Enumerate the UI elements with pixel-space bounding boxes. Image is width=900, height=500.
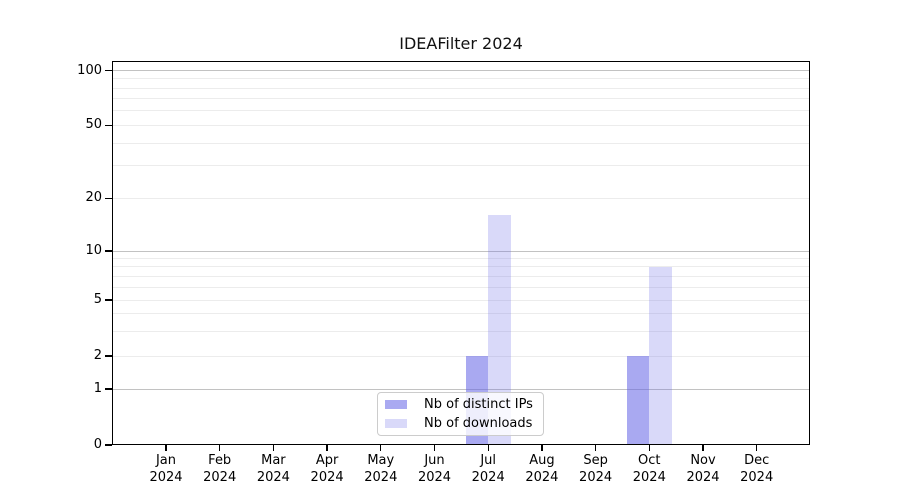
legend-item-downloads: Nb of downloads	[385, 415, 535, 432]
gridline-1	[112, 388, 810, 390]
x-tick-mar	[272, 445, 275, 451]
y-tick-0	[105, 444, 112, 446]
x-tick-label-aug: Aug 2024	[525, 453, 559, 485]
bar-oct-distinct-ips	[626, 356, 650, 445]
y-tick-2	[105, 355, 112, 357]
x-tick-dec	[756, 445, 758, 451]
y-tick-1	[105, 388, 112, 390]
chart-title: IDEAFilter 2024	[399, 34, 523, 53]
x-tick-jul	[487, 445, 489, 451]
legend-swatch-downloads	[385, 418, 407, 428]
gridline-40	[112, 142, 810, 144]
x-tick-sep	[594, 445, 597, 451]
x-tick-nov	[702, 445, 704, 451]
x-tick-label-sep: Sep 2024	[579, 453, 613, 485]
x-tick-feb	[219, 445, 221, 451]
y-tick-100	[105, 70, 112, 72]
gridline-50	[112, 124, 810, 126]
gridline-60	[112, 110, 810, 112]
plot-area	[112, 61, 810, 445]
x-tick-label-jan: Jan 2024	[149, 453, 183, 485]
x-tick-label-oct: Oct 2024	[632, 453, 666, 485]
legend-label-downloads: Nb of downloads	[424, 415, 533, 431]
gridline-80	[112, 87, 810, 89]
x-tick-label-apr: Apr 2024	[310, 453, 344, 485]
x-tick-label-dec: Dec 2024	[740, 453, 774, 485]
y-tick-label-10: 10	[85, 243, 102, 258]
y-tick-label-5: 5	[93, 292, 102, 307]
gridline-4	[112, 313, 810, 315]
y-tick-50	[105, 124, 112, 126]
y-tick-10	[105, 250, 112, 252]
gridline-2	[112, 355, 810, 357]
y-tick-label-50: 50	[85, 117, 102, 133]
y-tick-20	[105, 197, 112, 199]
x-tick-label-jun: Jun 2024	[417, 453, 452, 485]
legend-item-distinct-ips: Nb of distinct IPs	[385, 396, 535, 413]
gridline-9	[112, 257, 810, 259]
bar-oct-downloads	[649, 266, 672, 445]
y-tick-label-0: 0	[93, 437, 102, 452]
gridline-90	[112, 78, 810, 80]
gridline-10	[112, 250, 810, 252]
gridline-100	[112, 70, 810, 72]
x-tick-jan	[165, 445, 167, 451]
gridline-3	[112, 330, 810, 332]
y-tick-label-100: 100	[77, 62, 102, 78]
x-tick-label-feb: Feb 2024	[203, 453, 237, 485]
x-tick-label-nov: Nov 2024	[686, 453, 720, 485]
x-tick-aug	[541, 445, 543, 451]
x-tick-label-may: May 2024	[364, 453, 398, 485]
y-tick-label-20: 20	[85, 190, 102, 206]
x-tick-label-jul: Jul 2024	[471, 453, 505, 485]
gridline-30	[112, 165, 810, 167]
gridline-5	[112, 299, 810, 301]
gridline-20	[112, 197, 810, 199]
gridline-7	[112, 275, 810, 277]
y-tick-label-1: 1	[93, 381, 102, 396]
y-tick-label-2: 2	[93, 348, 102, 363]
gridline-70	[112, 98, 810, 100]
bar-jul-downloads	[488, 215, 511, 445]
legend-swatch-distinct-ips	[385, 400, 407, 410]
x-tick-label-mar: Mar 2024	[256, 453, 290, 485]
x-tick-oct	[648, 445, 650, 451]
x-tick-apr	[326, 445, 328, 451]
bars-layer	[112, 61, 810, 445]
x-tick-jun	[433, 445, 436, 451]
y-tick-5	[105, 299, 112, 301]
grid-layer	[112, 61, 810, 445]
gridline-6	[112, 286, 810, 288]
legend-label-distinct-ips: Nb of distinct IPs	[424, 397, 533, 413]
legend: Nb of distinct IPs Nb of downloads	[377, 392, 544, 436]
x-tick-may	[380, 445, 382, 451]
gridline-8	[112, 266, 810, 268]
